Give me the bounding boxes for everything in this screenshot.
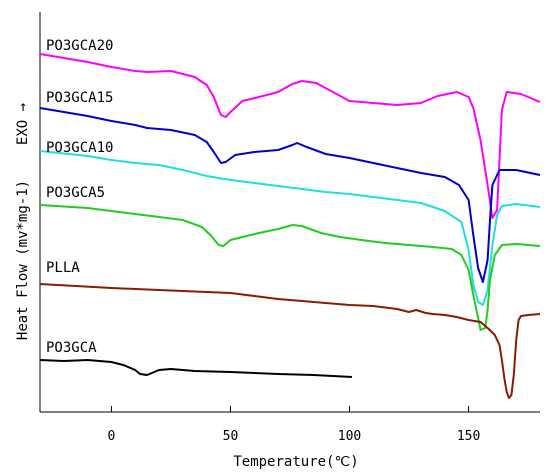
x-tick-label: 50 bbox=[223, 429, 239, 444]
x-axis-title: Temperature(℃) bbox=[233, 454, 358, 470]
series-label-po3gca20: PO3GCA20 bbox=[46, 38, 113, 54]
series-label-po3gca15: PO3GCA15 bbox=[46, 90, 113, 106]
y-axis-title-suffix: EXO → bbox=[15, 103, 31, 145]
x-tick-label: 0 bbox=[108, 429, 116, 444]
series-line-po3gca15 bbox=[39, 107, 541, 283]
series-label-po3gca10: PO3GCA10 bbox=[46, 140, 113, 156]
y-axis-title: Heat Flow (mv*mg-1) bbox=[15, 180, 31, 340]
series-labels: PO3GCA20 PO3GCA15 PO3GCA10 PO3GCA5 PLLA PO3GC… bbox=[46, 38, 113, 356]
series-lines bbox=[39, 53, 541, 399]
x-tick-label: 100 bbox=[338, 429, 361, 444]
series-line-po3gca bbox=[39, 359, 352, 378]
series-label-po3gca: PO3GCA bbox=[46, 340, 97, 356]
series-label-po3gca5: PO3GCA5 bbox=[46, 185, 105, 201]
series-line-plla bbox=[39, 283, 541, 399]
series-label-plla: PLLA bbox=[46, 260, 80, 276]
series-line-po3gca5 bbox=[39, 204, 541, 331]
x-ticks: 0 50 100 150 bbox=[108, 406, 480, 444]
series-line-po3gca10 bbox=[39, 150, 541, 306]
plot-frame bbox=[39, 12, 540, 413]
x-tick-label: 150 bbox=[457, 429, 480, 444]
y-axis-title-group: Heat Flow (mv*mg-1) EXO → bbox=[15, 103, 31, 340]
series-line-po3gca20 bbox=[39, 53, 541, 219]
